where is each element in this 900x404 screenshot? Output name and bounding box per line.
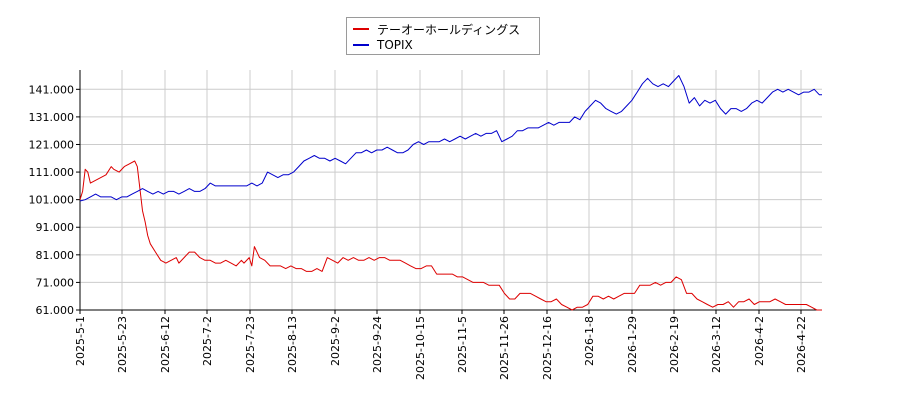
legend-entry-series-2: TOPIX (353, 37, 413, 53)
x-tick-label: 2025-11-5 (456, 316, 469, 373)
y-tick-label: 131.000 (29, 111, 75, 124)
x-tick-label: 2025-12-16 (541, 316, 554, 380)
x-tick-label: 2025-10-15 (414, 316, 427, 380)
chart-legend: テーオーホールディングス TOPIX (346, 17, 540, 55)
series-line-2 (79, 75, 822, 202)
x-tick-label: 2026-1-8 (583, 316, 596, 366)
x-tick-label: 2026-4-2 (753, 316, 766, 366)
legend-label-series-2: TOPIX (377, 38, 413, 52)
x-tick-label: 2025-6-12 (159, 316, 172, 373)
legend-swatch-series-1 (353, 28, 369, 30)
x-tick-label: 2026-4-22 (795, 316, 808, 373)
series-line-1 (79, 160, 822, 311)
x-tick-label: 2025-7-23 (244, 316, 257, 373)
legend-label-series-1: テーオーホールディングス (377, 22, 521, 37)
x-tick-label: 2026-1-29 (626, 316, 639, 373)
y-tick-label: 81.000 (36, 249, 75, 262)
x-tick-label: 2025-5-23 (116, 316, 129, 373)
y-tick-label: 111.000 (29, 166, 75, 179)
y-tick-label: 121.000 (29, 138, 75, 151)
y-tick-label: 101.000 (29, 194, 75, 207)
x-tick-label: 2026-2-19 (668, 316, 681, 373)
y-tick-label: 61.000 (36, 304, 75, 317)
legend-entry-series-1: テーオーホールディングス (353, 21, 520, 37)
x-tick-label: 2025-11-26 (498, 316, 511, 380)
x-tick-label: 2025-9-24 (371, 316, 384, 373)
y-tick-label: 71.000 (36, 276, 75, 289)
legend-swatch-series-2 (353, 44, 369, 46)
y-tick-label: 141.000 (29, 83, 75, 96)
y-tick-label: 91.000 (36, 221, 75, 234)
x-tick-label: 2025-7-2 (201, 316, 214, 366)
x-tick-label: 2025-8-13 (286, 316, 299, 373)
x-tick-label: 2025-5-1 (74, 316, 87, 366)
x-tick-label: 2025-9-2 (329, 316, 342, 366)
x-tick-label: 2026-3-12 (710, 316, 723, 373)
